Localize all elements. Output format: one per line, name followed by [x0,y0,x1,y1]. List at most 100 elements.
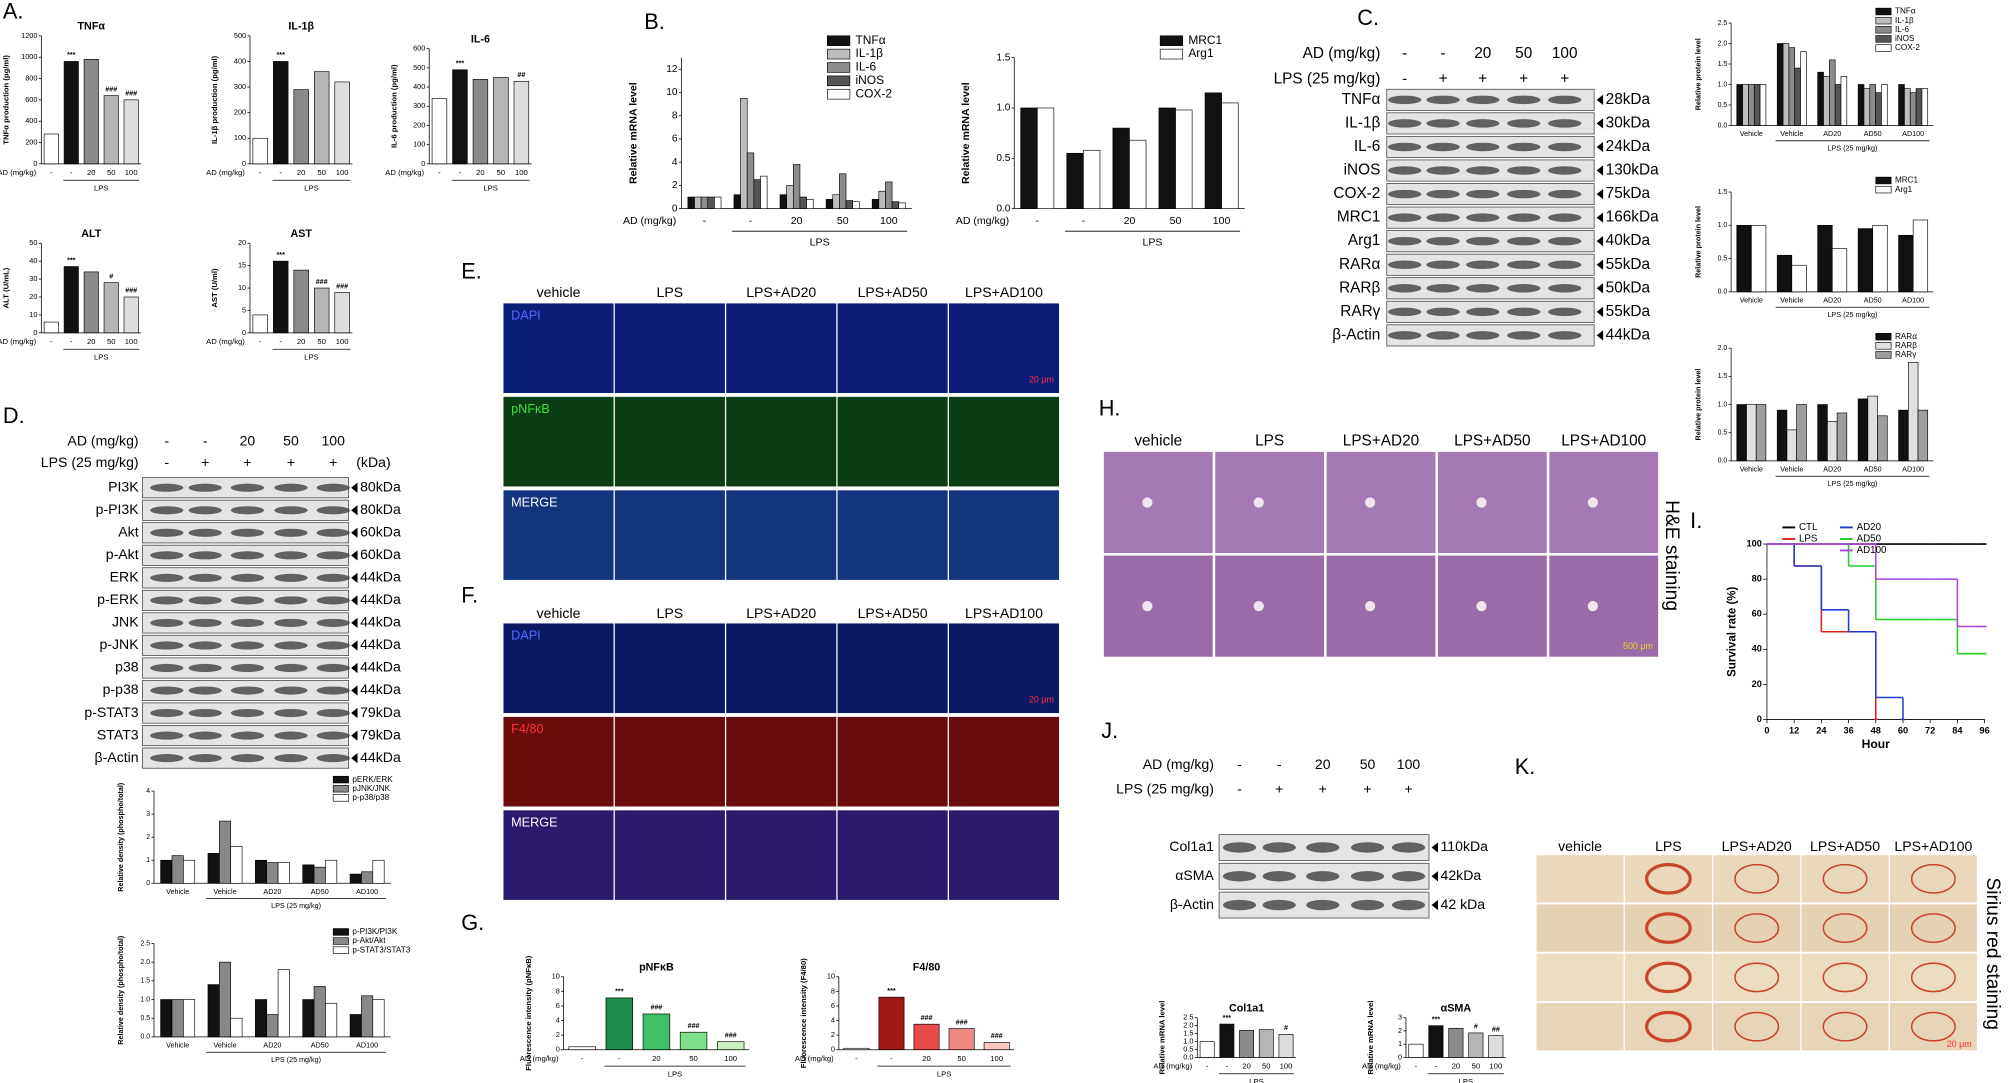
blot-band [274,483,308,492]
x-tick-label: Vehicle [1780,129,1803,138]
blot-band [274,686,308,695]
bar [679,1031,708,1051]
kda-label: 44kDa [360,681,401,697]
column-label: LPS+AD100 [1561,433,1646,450]
lane-mark: 100 [1552,45,1578,62]
blot-band [1507,236,1541,246]
bar [123,99,139,165]
y-tick-label: 0.0 [1718,122,1728,129]
column-label: vehicle [537,605,581,621]
blot-band [1466,189,1500,199]
lane-mark: + [1319,781,1327,797]
lane-mark: - [1277,756,1282,772]
legend-label: LPS [1799,534,1818,545]
lane-mark: 100 [1397,756,1421,772]
blot-band [1466,236,1500,246]
blot-band [274,506,308,515]
y-tick-label: 0.0 [1718,458,1728,465]
legend-swatch [332,928,349,936]
blot-band [1466,142,1500,152]
x-tick-label: AD50 [1864,464,1882,473]
lane-mark: - [1237,781,1242,797]
blot-band [1548,142,1582,152]
bar [1875,92,1882,126]
micrograph [1713,953,1801,1002]
legend-swatch [1875,332,1892,341]
blot-band [1548,307,1582,317]
bar [1066,152,1084,209]
blot-band [230,573,265,582]
blot-band [1426,236,1460,246]
y-axis-label: Relative protein level [1693,38,1702,110]
bar [1877,415,1888,462]
y-tick-label: 10 [552,972,560,981]
significance-label: *** [67,51,76,59]
micrograph [837,716,948,807]
bar [372,859,385,884]
group-label: LPS [304,183,319,192]
micrograph [1801,953,1889,1002]
blot-band [1548,236,1582,246]
micrograph [1549,451,1659,554]
x-tick-label: - [1036,215,1040,227]
blot-band [316,686,350,695]
protein-label: p-p38 [103,681,139,697]
legend-swatch [827,48,851,60]
bar [740,97,748,209]
blot-band [150,596,184,605]
blot-band [188,528,222,537]
micrograph [614,716,725,807]
column-label: LPS+AD100 [1894,838,1972,854]
x-tick-label: AD50 [311,887,329,896]
blot-band [1426,307,1460,317]
group-label: LPS [1249,1077,1264,1083]
bar [1898,234,1914,293]
micrograph [726,490,837,580]
x-tick-label: 20 [791,215,803,227]
blot-band [150,528,184,537]
x-tick-label: Vehicle [166,1040,189,1049]
x-tick-label: 100 [515,168,528,177]
micrograph [1536,904,1624,952]
bar [843,1047,870,1051]
kda-label: 79kDa [360,704,401,720]
y-axis-label: Relative protein level [1693,369,1702,441]
kda-label: 42 kDa [1441,896,1486,912]
row-label: F4/80 [511,722,543,736]
blot-band [1388,119,1422,128]
blot-band [1466,213,1500,222]
bar [1907,361,1919,462]
x-tick-label: 100 [125,337,138,346]
blot-band [1426,284,1460,293]
y-tick-label: 0 [672,203,678,214]
significance-label: ### [316,278,328,286]
bar [1791,264,1807,293]
bar [293,269,309,334]
blot-band [150,618,184,627]
significance-label: ### [125,287,137,295]
y-tick-label: 0.5 [1718,102,1728,109]
y-axis-label: ALT (U/mL) [2,267,11,308]
x-tick-label: 50 [107,337,116,346]
kda-label: 110kDa [1441,838,1489,854]
bar [361,871,374,884]
kda-arrow [351,640,358,651]
bar [1776,409,1788,462]
kda-label: 55kDa [1606,303,1651,320]
legend-label: p-PI3K/PI3K [352,927,397,936]
micrograph [948,490,1060,580]
bar [1746,404,1757,462]
blot-band [1548,284,1582,293]
micrograph [837,810,948,900]
blot-band [1391,899,1426,911]
legend-label: CTL [1799,522,1818,533]
micrograph [726,396,837,487]
significance-label: *** [1223,1014,1232,1022]
x-axis-label: AD (mg/kg) [206,168,245,177]
protein-label: p-Akt [106,546,139,562]
kda-arrow [351,707,358,719]
scale-label: 20 μm [1029,695,1054,705]
blot-band [150,641,184,650]
significance-label: ### [991,1032,1003,1040]
